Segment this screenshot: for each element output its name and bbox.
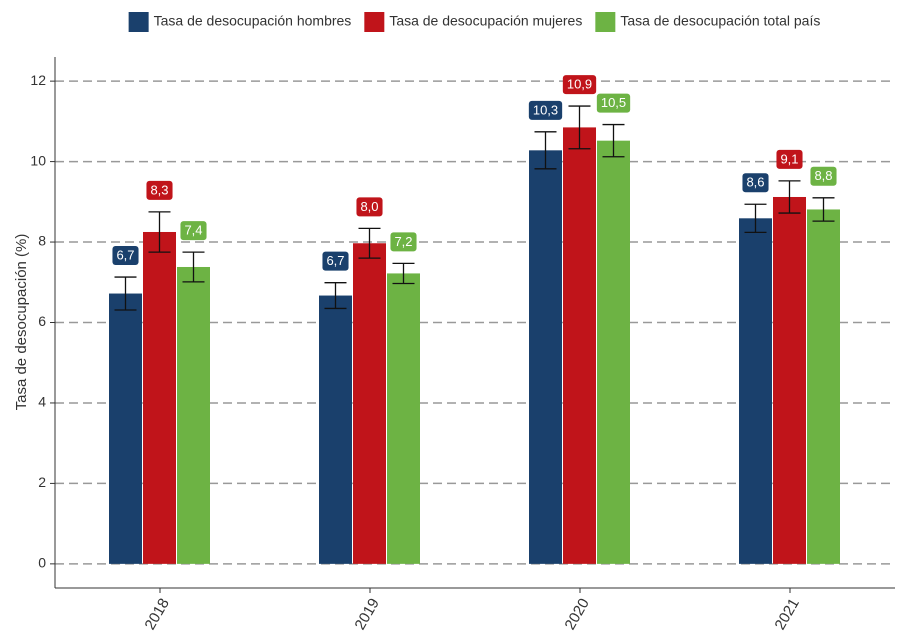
legend-label: Tasa de desocupación total país [620,13,820,29]
y-tick-label: 12 [30,72,46,88]
bar [563,127,596,564]
error-bar [114,276,137,311]
error-bar [812,197,835,222]
legend-swatch [364,12,385,32]
value-label-box [596,93,631,113]
y-tick-label: 8 [38,233,46,249]
value-label: 8,0 [356,197,383,217]
value-label-box [322,251,349,271]
x-tick-label: 2020 [561,595,592,632]
value-label-box [390,232,417,252]
value-label-text: 10,9 [567,77,592,92]
error-bar [182,251,205,283]
value-label-text: 6,7 [326,253,344,268]
value-label-box [112,246,139,266]
bar [739,218,772,564]
value-label: 7,4 [180,221,207,241]
y-tick-label: 0 [38,555,46,571]
error-bar [324,282,347,310]
legend-swatch [595,12,616,32]
bar [529,150,562,564]
bar [353,243,386,564]
value-label: 10,5 [596,93,631,113]
error-bar [778,180,801,214]
value-label-text: 7,4 [184,223,202,238]
value-label: 10,3 [528,100,563,120]
y-tick-label: 6 [38,313,46,329]
bar [143,231,176,564]
legend-label: Tasa de desocupación mujeres [389,13,582,29]
value-label-box [810,166,837,186]
error-bar [534,131,557,170]
value-label-text: 10,5 [601,95,626,110]
value-label-text: 8,8 [814,168,832,183]
x-tick-label: 2018 [141,595,172,632]
value-label-box [146,180,173,200]
bar [807,209,840,564]
value-label-text: 7,2 [394,234,412,249]
value-label-box [742,173,769,193]
legend-swatch [128,12,149,32]
y-axis-label: Tasa de desocupación (%) [13,234,30,411]
error-bar [392,262,415,285]
value-label: 7,2 [390,232,417,252]
value-label-text: 6,7 [116,247,134,262]
value-label: 9,1 [776,149,803,169]
bar [597,140,630,564]
value-label-box [528,100,563,120]
value-label-text: 8,3 [150,182,168,197]
value-label-text: 8,0 [360,199,378,214]
bar [319,295,352,564]
value-label-text: 10,3 [533,102,558,117]
x-tick-label: 2019 [351,595,382,632]
value-label: 8,8 [810,166,837,186]
error-bar [148,211,171,253]
error-bar [602,123,625,158]
value-label: 8,6 [742,173,769,193]
bar [773,196,806,564]
legend-label: Tasa de desocupación hombres [154,13,352,29]
value-label: 8,3 [146,180,173,200]
bar [387,273,420,564]
value-label: 6,7 [322,251,349,271]
value-label-text: 8,6 [746,175,764,190]
bar [109,293,142,564]
value-label: 6,7 [112,246,139,266]
x-tick-label: 2021 [771,595,802,632]
y-tick-label: 4 [38,394,46,410]
value-label-box [356,197,383,217]
error-bar [744,203,767,234]
error-bar [358,227,381,259]
value-label-box [180,221,207,241]
y-tick-label: 10 [30,152,46,168]
bar [177,266,210,564]
value-label-text: 9,1 [780,151,798,166]
value-label: 10,9 [562,75,597,95]
legend: Tasa de desocupación hombres Tasa de deso… [128,12,820,32]
value-label-box [776,149,803,169]
y-tick-label: 2 [38,474,46,490]
value-label-box [562,75,597,95]
error-bar [568,105,591,150]
